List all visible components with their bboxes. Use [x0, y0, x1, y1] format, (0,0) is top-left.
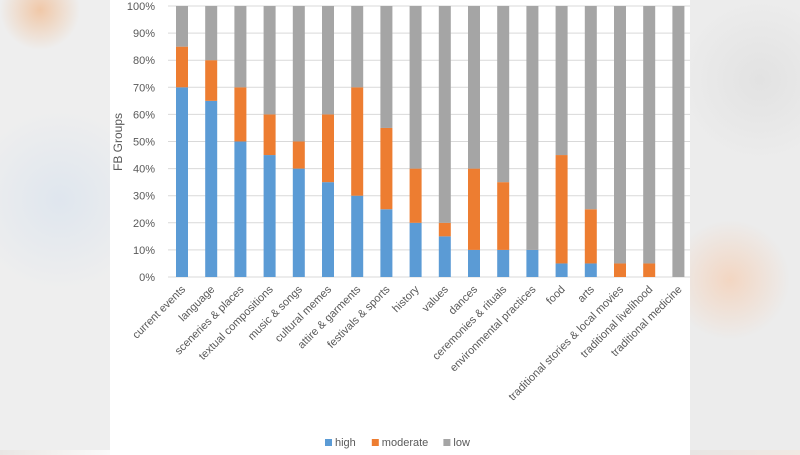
y-tick-label: 40% [133, 164, 155, 176]
bar-high [468, 249, 480, 277]
y-tick-label: 80% [133, 55, 155, 67]
bar-high [263, 155, 276, 277]
bar-moderate [322, 114, 334, 183]
blurred-background-right [690, 0, 800, 450]
y-tick-label: 50% [133, 137, 155, 149]
bar-low [614, 6, 626, 264]
bar-high [409, 222, 422, 277]
x-tick-label: food [544, 284, 568, 308]
bar-low [263, 6, 276, 115]
bar-high [438, 236, 451, 277]
bar-low [584, 6, 597, 210]
bar-low [205, 6, 218, 61]
legend-swatch-low [443, 439, 451, 446]
bar-low [526, 6, 539, 250]
bar-moderate [497, 182, 510, 250]
blurred-background-left [0, 0, 110, 450]
bar-moderate [468, 168, 480, 250]
legend-label: low [453, 437, 470, 449]
bar-low [555, 6, 568, 156]
bar-low [438, 6, 451, 223]
bar-moderate [205, 60, 218, 101]
bar-low [292, 6, 305, 142]
y-tick-label: 100% [127, 1, 155, 13]
bar-moderate [555, 155, 568, 264]
bar-moderate [643, 263, 656, 277]
bar-high [526, 249, 539, 277]
legend: high moderate low [325, 437, 470, 449]
y-tick-label: 30% [133, 191, 155, 203]
bar-low [322, 6, 334, 115]
bar-high [292, 168, 305, 277]
bar-high [205, 100, 218, 277]
bar-high [380, 209, 393, 277]
bar-low [497, 6, 510, 183]
y-tick-labels: 0% 10% 20% 30% 40% 50% 60% 70% 80% 90% 100% [127, 1, 155, 284]
bar-low [468, 6, 480, 169]
bar-high [555, 263, 568, 277]
bar-high [351, 195, 364, 277]
x-tick-label: history [390, 283, 422, 315]
stacked-bar-chart: 0% 10% 20% 30% 40% 50% 60% 70% 80% 90% 100% curren… [110, 0, 690, 450]
legend-label: moderate [382, 437, 428, 449]
legend-swatch-moderate [371, 439, 379, 446]
bar-moderate [263, 114, 276, 156]
bar-moderate [584, 209, 597, 264]
y-tick-label: 20% [133, 218, 155, 230]
x-tick-label: arts [575, 283, 597, 305]
y-tick-label: 90% [133, 28, 155, 40]
bar-moderate [176, 46, 188, 88]
bar-moderate [380, 127, 393, 210]
bar-low [351, 6, 364, 88]
legend-label: high [335, 437, 356, 449]
bar-low [409, 6, 422, 169]
bar-moderate [234, 87, 247, 142]
bar-high [234, 141, 247, 277]
bar-moderate [409, 168, 422, 223]
chart-svg: 0% 10% 20% 30% 40% 50% 60% 70% 80% 90% 100% curren… [111, 1, 690, 449]
bar-low [234, 6, 247, 88]
y-tick-label: 0% [139, 272, 155, 284]
bar-low [672, 6, 685, 277]
bar-moderate [438, 222, 451, 237]
y-axis-label: FB Groups [111, 113, 125, 171]
bar-low [380, 6, 393, 128]
bar-moderate [351, 87, 364, 196]
bar-high [322, 182, 334, 277]
y-tick-label: 70% [133, 82, 155, 94]
bar-low [176, 6, 188, 47]
y-tick-label: 60% [133, 109, 155, 121]
bar-moderate [292, 141, 305, 169]
bars [176, 6, 685, 277]
bar-high [497, 249, 510, 277]
gridlines [168, 5, 690, 278]
bar-low [643, 6, 656, 264]
bar-high [584, 263, 597, 277]
bar-high [176, 87, 188, 277]
legend-swatch-high [325, 439, 332, 446]
bar-moderate [614, 263, 626, 277]
y-tick-label: 10% [133, 245, 155, 257]
